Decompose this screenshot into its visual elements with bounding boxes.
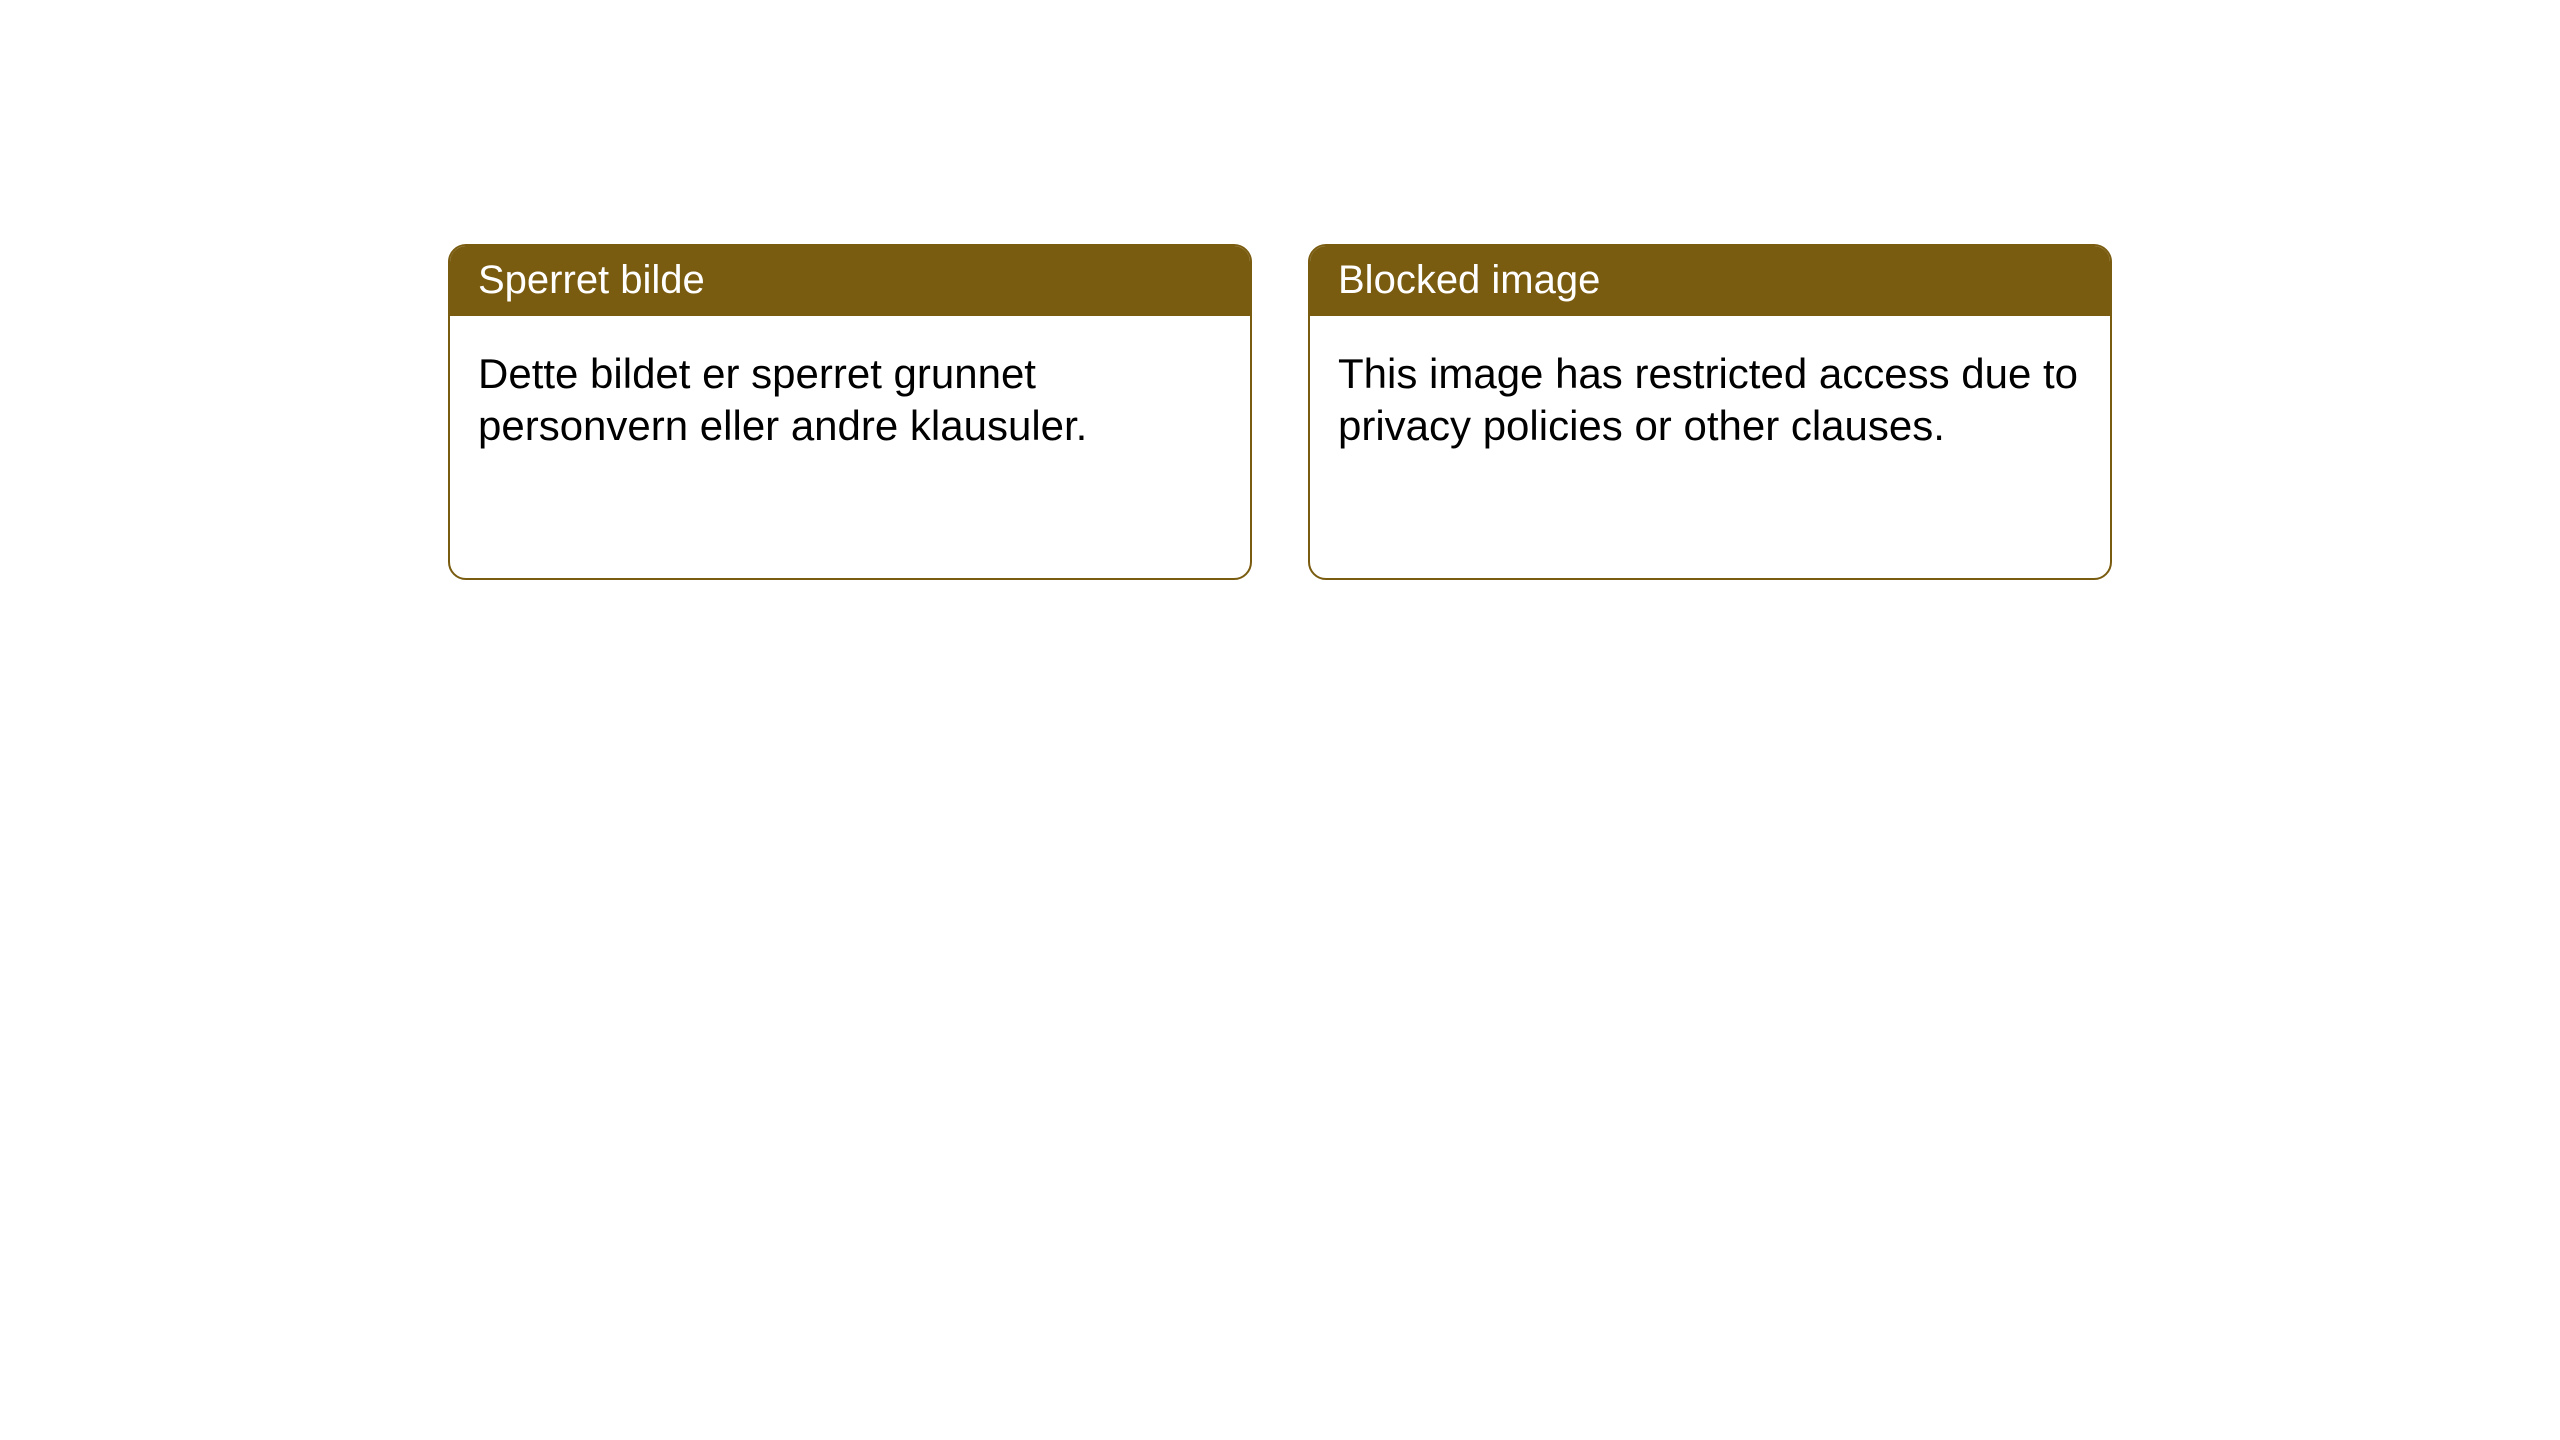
notice-card-norwegian: Sperret bilde Dette bildet er sperret gr… — [448, 244, 1252, 580]
notice-cards-container: Sperret bilde Dette bildet er sperret gr… — [448, 244, 2112, 580]
notice-card-english: Blocked image This image has restricted … — [1308, 244, 2112, 580]
card-body-text: Dette bildet er sperret grunnet personve… — [450, 316, 1250, 484]
card-title: Sperret bilde — [450, 246, 1250, 316]
card-title: Blocked image — [1310, 246, 2110, 316]
card-body-text: This image has restricted access due to … — [1310, 316, 2110, 484]
